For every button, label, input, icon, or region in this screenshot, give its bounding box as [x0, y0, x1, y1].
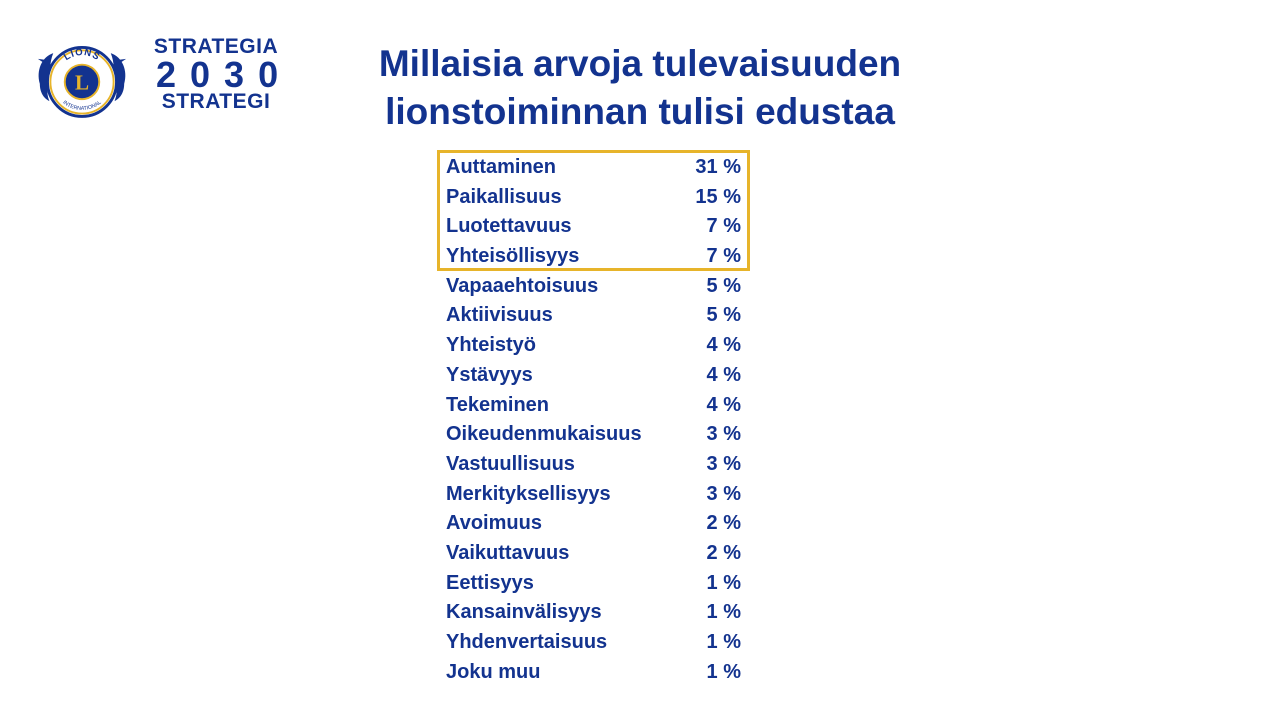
value-percent: 1 % [706, 660, 741, 683]
value-percent: 31 % [695, 156, 741, 178]
strategy-2030-mark: STRATEGIA 2030 STRATEGI [146, 36, 286, 113]
title-line2: lionstoiminnan tulisi edustaa [385, 91, 895, 132]
lions-logo: L LIONS INTERNATIONAL [37, 45, 127, 118]
value-row: Luotettavuus 7 % [446, 212, 746, 242]
value-percent: 1 % [706, 631, 741, 653]
value-label: Auttaminen [446, 156, 556, 178]
strategy-line2: STRATEGI [161, 90, 271, 113]
lion-head-left [37, 53, 54, 102]
title-line1: Millaisia arvoja tulevaisuuden [378, 43, 902, 84]
value-percent: 4 % [706, 334, 741, 357]
value-label: Joku muu [446, 660, 541, 683]
value-row: Paikallisuus 15 % [446, 183, 746, 213]
value-percent: 7 % [706, 215, 741, 238]
top-values-highlight [437, 150, 750, 271]
value-label: Vapaaehtoisuus [446, 274, 599, 297]
value-row: Vapaaehtoisuus 5 % [446, 272, 746, 302]
strategy-line1: STRATEGIA [153, 35, 279, 58]
value-row: Yhteisöllisyys 7 % [446, 242, 746, 272]
value-label: Luotettavuus [446, 215, 572, 238]
svg-text:LIONS: LIONS [62, 47, 102, 63]
lion-head-right [110, 53, 127, 102]
value-percent: 3 % [706, 482, 741, 505]
value-row: Yhdenvertaisuus 1 % [446, 628, 746, 658]
value-label: Kansainvälisyys [446, 601, 602, 624]
value-label: Yhteistyö [446, 334, 537, 357]
value-row: Eettisyys 1 % [446, 569, 746, 599]
value-label: Merkityksellisyys [446, 482, 611, 505]
value-percent: 4 % [706, 393, 741, 416]
value-label: Vastuullisuus [446, 452, 575, 475]
value-label: Aktiivisuus [446, 304, 553, 327]
value-percent: 3 % [706, 452, 741, 475]
value-percent: 3 % [706, 423, 741, 446]
value-row: Ystävyys 4 % [446, 361, 746, 391]
value-row: Avoimuus 2 % [446, 509, 746, 539]
value-percent: 1 % [706, 571, 741, 594]
value-percent: 2 % [706, 512, 741, 535]
value-label: Paikallisuus [446, 185, 562, 208]
value-percent: 2 % [706, 541, 741, 564]
value-percent: 5 % [706, 274, 741, 297]
slide-title: Millaisia arvoja tulevaisuuden lionstoim… [330, 40, 950, 136]
value-label: Yhdenvertaisuus [446, 631, 608, 653]
logo-text-top: LIONS [62, 47, 101, 63]
value-label: Avoimuus [446, 512, 542, 535]
value-label: Oikeudenmukaisuus [446, 423, 642, 446]
value-label: Vaikuttavuus [446, 541, 570, 564]
value-row: Auttaminen 31 % [446, 153, 746, 183]
values-table: Auttaminen 31 % Paikallisuus 15 % Luotettavu… [446, 153, 746, 687]
value-label: Eettisyys [446, 571, 534, 594]
value-row: Aktiivisuus 5 % [446, 301, 746, 331]
value-row: Kansainvälisyys 1 % [446, 598, 746, 628]
logo-letter: L [75, 71, 89, 95]
value-percent: 1 % [706, 601, 741, 624]
value-row: Vaikuttavuus 2 % [446, 539, 746, 569]
value-percent: 15 % [695, 185, 741, 208]
value-percent: 4 % [706, 363, 741, 386]
value-label: Yhteisöllisyys [446, 245, 580, 268]
value-row: Tekeminen 4 % [446, 391, 746, 421]
value-row: Oikeudenmukaisuus 3 % [446, 420, 746, 450]
value-row: Vastuullisuus 3 % [446, 450, 746, 480]
value-row: Yhteistyö 4 % [446, 331, 746, 361]
value-row: Merkityksellisyys 3 % [446, 480, 746, 510]
value-percent: 7 % [706, 245, 741, 268]
value-row: Joku muu 1 % [446, 658, 746, 688]
value-label: Tekeminen [446, 393, 549, 416]
strategy-year: 2030 [156, 54, 293, 95]
value-label: Ystävyys [446, 363, 533, 386]
value-percent: 5 % [706, 304, 741, 327]
